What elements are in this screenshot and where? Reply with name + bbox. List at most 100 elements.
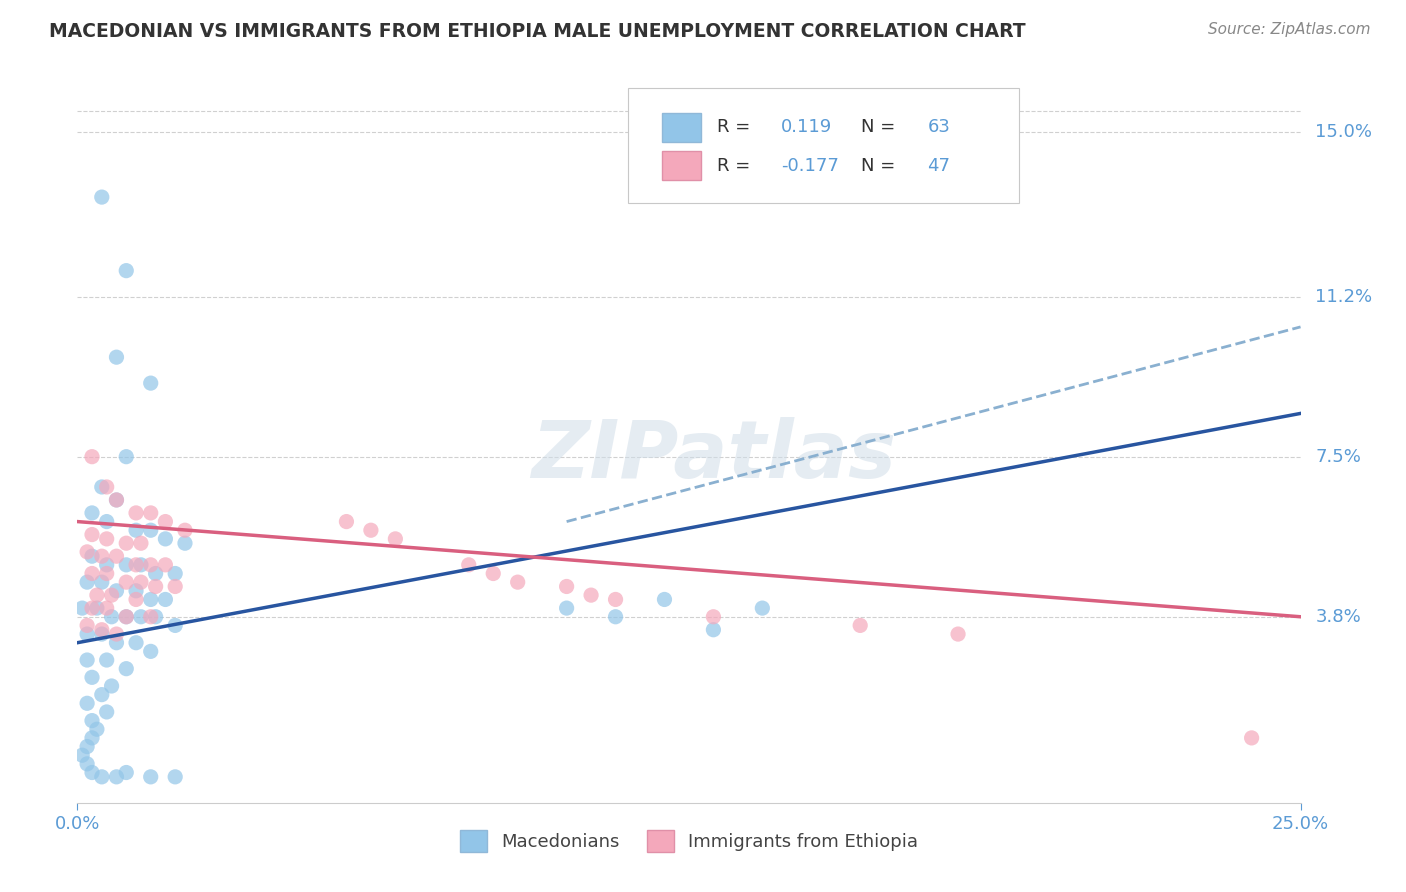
- Point: [125, 583, 148, 598]
- Point: [80, 601, 103, 615]
- Point: [145, 579, 167, 593]
- Point: [70, 748, 93, 763]
- Text: N =: N =: [862, 156, 901, 175]
- Point: [384, 532, 406, 546]
- FancyBboxPatch shape: [662, 112, 702, 142]
- Point: [80, 527, 103, 541]
- Point: [115, 662, 138, 676]
- Text: 63: 63: [928, 119, 950, 136]
- Point: [90, 549, 112, 564]
- Point: [1240, 731, 1263, 745]
- Point: [165, 618, 187, 632]
- Point: [90, 623, 112, 637]
- Point: [139, 506, 162, 520]
- Point: [129, 609, 152, 624]
- Point: [654, 592, 676, 607]
- Point: [139, 558, 162, 572]
- Point: [145, 566, 167, 581]
- Point: [751, 601, 773, 615]
- Point: [335, 515, 357, 529]
- Point: [579, 588, 602, 602]
- Point: [80, 549, 103, 564]
- Point: [849, 618, 872, 632]
- Point: [96, 566, 118, 581]
- Point: [125, 523, 148, 537]
- Point: [165, 566, 187, 581]
- Point: [165, 770, 187, 784]
- Point: [100, 679, 122, 693]
- Point: [76, 756, 98, 771]
- Point: [605, 592, 627, 607]
- Point: [76, 739, 98, 754]
- Point: [139, 770, 162, 784]
- Point: [96, 515, 118, 529]
- FancyBboxPatch shape: [662, 151, 702, 180]
- Point: [129, 536, 152, 550]
- Point: [90, 627, 112, 641]
- Point: [90, 688, 112, 702]
- Point: [115, 765, 138, 780]
- Point: [105, 492, 128, 507]
- Point: [76, 545, 98, 559]
- Point: [702, 623, 724, 637]
- Point: [145, 609, 167, 624]
- Point: [125, 636, 148, 650]
- Point: [174, 536, 197, 550]
- Point: [96, 480, 118, 494]
- Point: [80, 566, 103, 581]
- Point: [115, 450, 138, 464]
- Point: [105, 583, 128, 598]
- Point: [80, 506, 103, 520]
- Point: [115, 558, 138, 572]
- Point: [96, 601, 118, 615]
- Point: [70, 601, 93, 615]
- Point: [482, 566, 505, 581]
- Text: 47: 47: [928, 156, 950, 175]
- Point: [76, 653, 98, 667]
- Point: [125, 506, 148, 520]
- Text: R =: R =: [717, 119, 756, 136]
- Point: [96, 705, 118, 719]
- Point: [80, 450, 103, 464]
- Point: [105, 350, 128, 364]
- Point: [115, 575, 138, 590]
- Point: [129, 558, 152, 572]
- Point: [80, 731, 103, 745]
- Point: [129, 575, 152, 590]
- Point: [76, 627, 98, 641]
- Text: 7.5%: 7.5%: [1315, 448, 1361, 466]
- Point: [555, 579, 578, 593]
- Point: [105, 636, 128, 650]
- Point: [506, 575, 529, 590]
- Point: [155, 558, 177, 572]
- Point: [155, 592, 177, 607]
- Point: [165, 579, 187, 593]
- Point: [139, 609, 162, 624]
- Point: [86, 601, 108, 615]
- Text: R =: R =: [717, 156, 756, 175]
- Text: ZIPatlas: ZIPatlas: [531, 417, 896, 495]
- Point: [80, 670, 103, 684]
- Point: [125, 558, 148, 572]
- Point: [90, 770, 112, 784]
- Point: [105, 492, 128, 507]
- Point: [360, 523, 382, 537]
- Point: [115, 536, 138, 550]
- Text: 3.8%: 3.8%: [1315, 607, 1361, 626]
- Point: [555, 601, 578, 615]
- Point: [76, 575, 98, 590]
- Text: -0.177: -0.177: [780, 156, 838, 175]
- Point: [80, 765, 103, 780]
- Text: 11.2%: 11.2%: [1315, 287, 1372, 306]
- Point: [155, 532, 177, 546]
- Point: [946, 627, 969, 641]
- Point: [457, 558, 479, 572]
- Point: [139, 376, 162, 391]
- Legend: Macedonians, Immigrants from Ethiopia: Macedonians, Immigrants from Ethiopia: [453, 822, 925, 859]
- Point: [174, 523, 197, 537]
- Point: [90, 480, 112, 494]
- Point: [115, 609, 138, 624]
- Point: [125, 592, 148, 607]
- Point: [86, 723, 108, 737]
- Point: [80, 714, 103, 728]
